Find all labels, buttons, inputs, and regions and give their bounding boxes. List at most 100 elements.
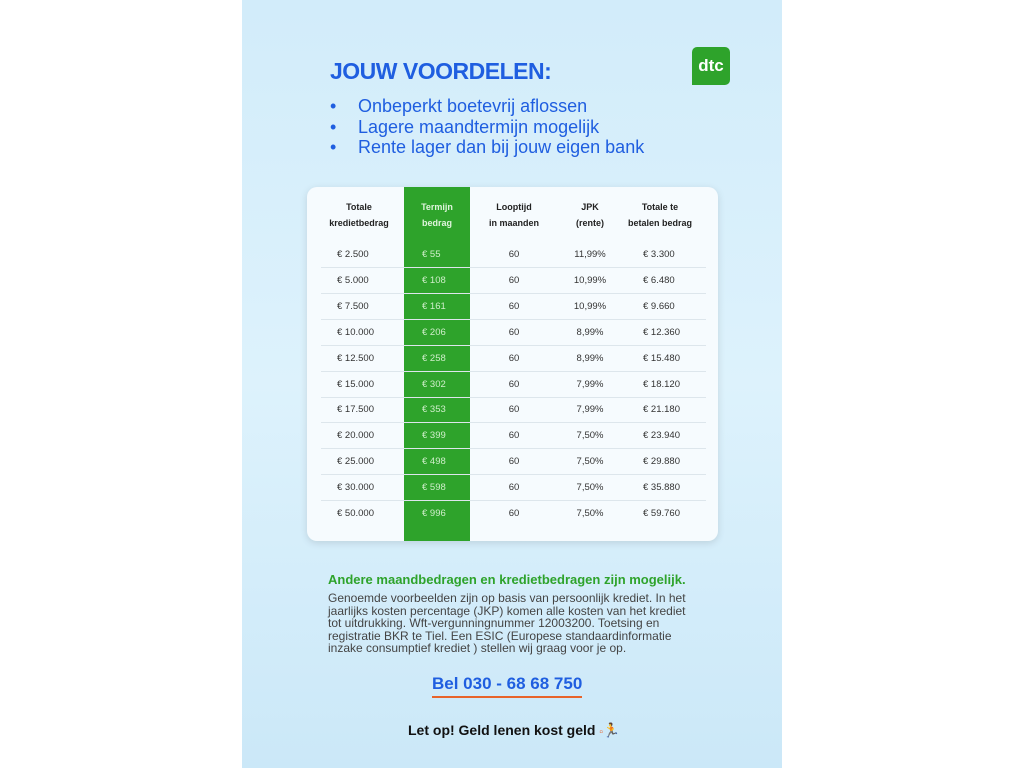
header-line: JPK <box>581 202 599 212</box>
row-divider <box>321 396 706 398</box>
table-cell: € 6.480 <box>643 274 675 286</box>
table-cell: 60 <box>508 456 520 468</box>
table-cell: 7,50% <box>576 430 604 442</box>
dtc-logo: dtc <box>692 47 730 85</box>
bullet-text: Rente lager dan bij jouw eigen bank <box>358 137 645 157</box>
warning-text: Let op! Geld lenen kost geld <box>408 722 596 738</box>
table-cell: 7,99% <box>576 378 604 390</box>
table-cell: € 5.000 <box>337 274 369 286</box>
table-cell: € 12.360 <box>643 326 680 338</box>
table-cell: € 10.000 <box>337 326 374 338</box>
bullet-text: Onbeperkt boetevrij aflossen <box>358 96 588 116</box>
table-cell: 60 <box>508 274 520 286</box>
table-cell: € 3.300 <box>643 249 675 260</box>
header-line: Totale te <box>641 202 679 212</box>
table-cell: € 18.120 <box>643 378 680 390</box>
warning: Let op! Geld lenen kost geld ▫🏃 <box>408 722 620 739</box>
table-cell: € 353 <box>422 404 446 416</box>
table-cell: 10,99% <box>573 300 607 312</box>
table-cell: 60 <box>508 352 520 364</box>
table-cell: 7,50% <box>576 456 604 468</box>
table-cell: € 15.000 <box>337 378 374 390</box>
table-cell: € 302 <box>422 378 446 390</box>
running-person-icon-figure: 🏃 <box>602 722 621 738</box>
benefits-list: • Onbeperkt boetevrij aflossen • Lagere ma… <box>330 96 644 158</box>
table-row: € 17.500 € 353 60 7,99% € 21.180 <box>307 397 718 424</box>
table-row: € 50.000 € 996 60 7,50% € 59.760 <box>307 501 718 527</box>
table-cell: € 55 <box>422 249 441 260</box>
table-row: € 15.000 € 302 60 7,99% € 18.120 <box>307 372 718 398</box>
table-cell: € 50.000 <box>337 508 374 519</box>
header-line: bedrag <box>421 218 452 228</box>
table-cell: € 498 <box>422 456 446 468</box>
header-line: in maanden <box>488 218 539 228</box>
bullet-text: Lagere maandtermijn mogelijk <box>358 116 600 137</box>
header-line: Termijn <box>421 202 453 212</box>
poster: JOUW VOORDELEN: dtc • Onbeperkt boetevrij… <box>242 0 782 768</box>
header-line: kredietbedrag <box>329 218 389 228</box>
list-item: • Onbeperkt boetevrij aflossen <box>330 96 588 116</box>
table-row: € 10.000 € 206 60 8,99% € 12.360 <box>307 320 718 346</box>
column-header: Totale te betalen bedrag <box>615 199 705 231</box>
table-cell: € 29.880 <box>643 456 680 468</box>
table-cell: 60 <box>508 249 520 260</box>
table-cell: € 996 <box>422 508 446 519</box>
table-cell: € 2.500 <box>337 249 369 260</box>
list-item: • Rente lager dan bij jouw eigen bank <box>330 137 645 157</box>
table-row: € 2.500 € 55 60 11,99% € 3.300 <box>307 242 718 268</box>
table-cell: € 30.000 <box>337 482 374 494</box>
row-divider <box>321 344 706 346</box>
column-header: Termijn bedrag <box>404 199 470 231</box>
running-person-icon: ▫ <box>599 727 603 738</box>
table-row: € 20.000 € 399 60 7,50% € 23.940 <box>307 423 718 450</box>
phone-link[interactable]: Bel 030 - 68 68 750 <box>432 674 583 698</box>
highlight-column <box>404 187 470 541</box>
header-line: betalen bedrag <box>627 218 692 228</box>
table-row: € 5.000 € 108 60 10,99% € 6.480 <box>307 268 718 294</box>
table-cell: 60 <box>508 300 520 312</box>
table-cell: € 17.500 <box>337 404 374 416</box>
table-cell: € 399 <box>422 430 446 442</box>
table-row: € 7.500 € 161 60 10,99% € 9.660 <box>307 294 718 320</box>
table-cell: 7,50% <box>576 508 604 519</box>
column-header: JPK (rente) <box>560 199 620 231</box>
header-line: Totale <box>346 202 372 212</box>
table-cell: € 23.940 <box>643 430 680 442</box>
table-cell: € 35.880 <box>643 482 680 494</box>
table-cell: € 258 <box>422 352 446 364</box>
table-cell: 60 <box>508 482 520 494</box>
page-title: JOUW VOORDELEN: <box>330 58 552 84</box>
header-line: (rente) <box>575 218 604 228</box>
row-divider <box>321 292 706 294</box>
row-divider <box>321 267 706 268</box>
row-divider <box>321 422 706 424</box>
table-cell: 7,99% <box>576 404 604 416</box>
table-cell: 7,50% <box>576 482 604 494</box>
table-cell: 60 <box>508 508 520 519</box>
table-cell: 11,99% <box>574 249 606 260</box>
table-cell: € 9.660 <box>643 300 675 312</box>
table-cell: € 7.500 <box>337 300 369 312</box>
table-cell: € 161 <box>422 300 446 312</box>
row-divider <box>321 318 706 320</box>
table-row: € 30.000 € 598 60 7,50% € 35.880 <box>307 475 718 502</box>
disclaimer: Genoemde voorbeelden zijn op basis van p… <box>328 591 686 655</box>
table-cell: € 15.480 <box>643 352 680 364</box>
table-cell: € 108 <box>422 274 446 286</box>
table-cell: 60 <box>508 430 520 442</box>
table-cell: € 598 <box>422 482 446 494</box>
table-cell: € 206 <box>422 326 446 338</box>
table-cell: 10,99% <box>573 274 607 286</box>
table-cell: € 12.500 <box>337 352 374 364</box>
table-cell: € 20.000 <box>337 430 374 442</box>
table-cell: € 25.000 <box>337 456 374 468</box>
table-cell: 60 <box>508 378 520 390</box>
table-row: € 25.000 € 498 60 7,50% € 29.880 <box>307 449 718 476</box>
table-cell: € 59.760 <box>643 508 680 519</box>
column-header: Totale kredietbedrag <box>314 199 404 231</box>
list-item: • Lagere maandtermijn mogelijk <box>330 116 600 137</box>
row-divider <box>321 474 706 476</box>
subheading: Andere maandbedragen en kredietbedragen … <box>328 572 686 587</box>
table-cell: 60 <box>508 326 520 338</box>
table-cell: 60 <box>508 404 520 416</box>
